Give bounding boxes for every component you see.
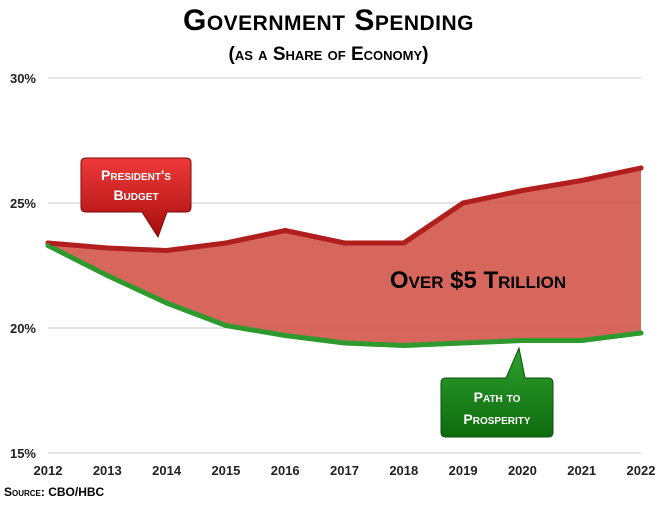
presidents-budget-callout: President's Budget <box>80 157 192 239</box>
path-to-prosperity-point <box>342 340 347 346</box>
path-to-prosperity-point <box>164 300 170 306</box>
path-to-prosperity-point <box>638 330 644 336</box>
path-to-prosperity-callout-line1: Path to <box>474 389 521 405</box>
x-tick-label: 2018 <box>389 463 418 478</box>
x-tick-label: 2019 <box>449 463 478 478</box>
path-to-prosperity-point <box>460 340 466 346</box>
x-tick-label: 2020 <box>508 463 537 478</box>
path-to-prosperity-point <box>45 243 51 248</box>
presidents-budget-point <box>401 240 407 246</box>
spending-gap-area <box>48 168 641 346</box>
x-tick-label: 2016 <box>271 463 300 478</box>
presidents-budget-point <box>342 240 347 246</box>
source-note: Source: CBO/HBC <box>4 485 105 499</box>
presidents-budget-point <box>519 188 525 193</box>
presidents-budget-callout-line2: Budget <box>113 187 158 203</box>
x-tick-label: 2015 <box>211 463 240 478</box>
y-tick-label: 25% <box>10 196 36 211</box>
x-tick-label: 2017 <box>330 463 359 478</box>
gap-label: Over $5 Trillion <box>390 267 566 294</box>
path-to-prosperity-point <box>579 338 585 343</box>
y-tick-label: 30% <box>10 71 36 86</box>
chart-subtitle: (as a Share of Economy) <box>228 44 429 65</box>
x-tick-label: 2012 <box>34 463 63 478</box>
x-tick-label: 2021 <box>567 463 596 478</box>
path-to-prosperity-point <box>401 343 407 348</box>
presidents-budget-point <box>460 200 466 206</box>
presidents-budget-point <box>579 178 585 183</box>
path-to-prosperity-callout: Path to Prosperity <box>440 346 554 438</box>
path-to-prosperity-point <box>282 333 288 338</box>
path-to-prosperity-point <box>104 273 110 278</box>
presidents-budget-point <box>104 245 110 251</box>
x-tick-label: 2013 <box>93 463 122 478</box>
presidents-budget-point <box>638 165 644 171</box>
y-tick-label: 15% <box>10 446 36 461</box>
chart-title: Government Spending <box>182 4 475 37</box>
presidents-budget-point <box>282 228 288 233</box>
path-to-prosperity-point <box>519 338 525 343</box>
x-tick-label: 2022 <box>627 463 656 478</box>
presidents-budget-point <box>223 240 229 246</box>
presidents-budget-callout-line1: President's <box>101 167 171 183</box>
path-to-prosperity-callout-line2: Prosperity <box>463 411 530 427</box>
x-tick-label: 2014 <box>152 463 182 478</box>
y-tick-label: 20% <box>10 321 36 336</box>
presidents-budget-point <box>164 248 170 253</box>
path-to-prosperity-point <box>223 323 229 328</box>
